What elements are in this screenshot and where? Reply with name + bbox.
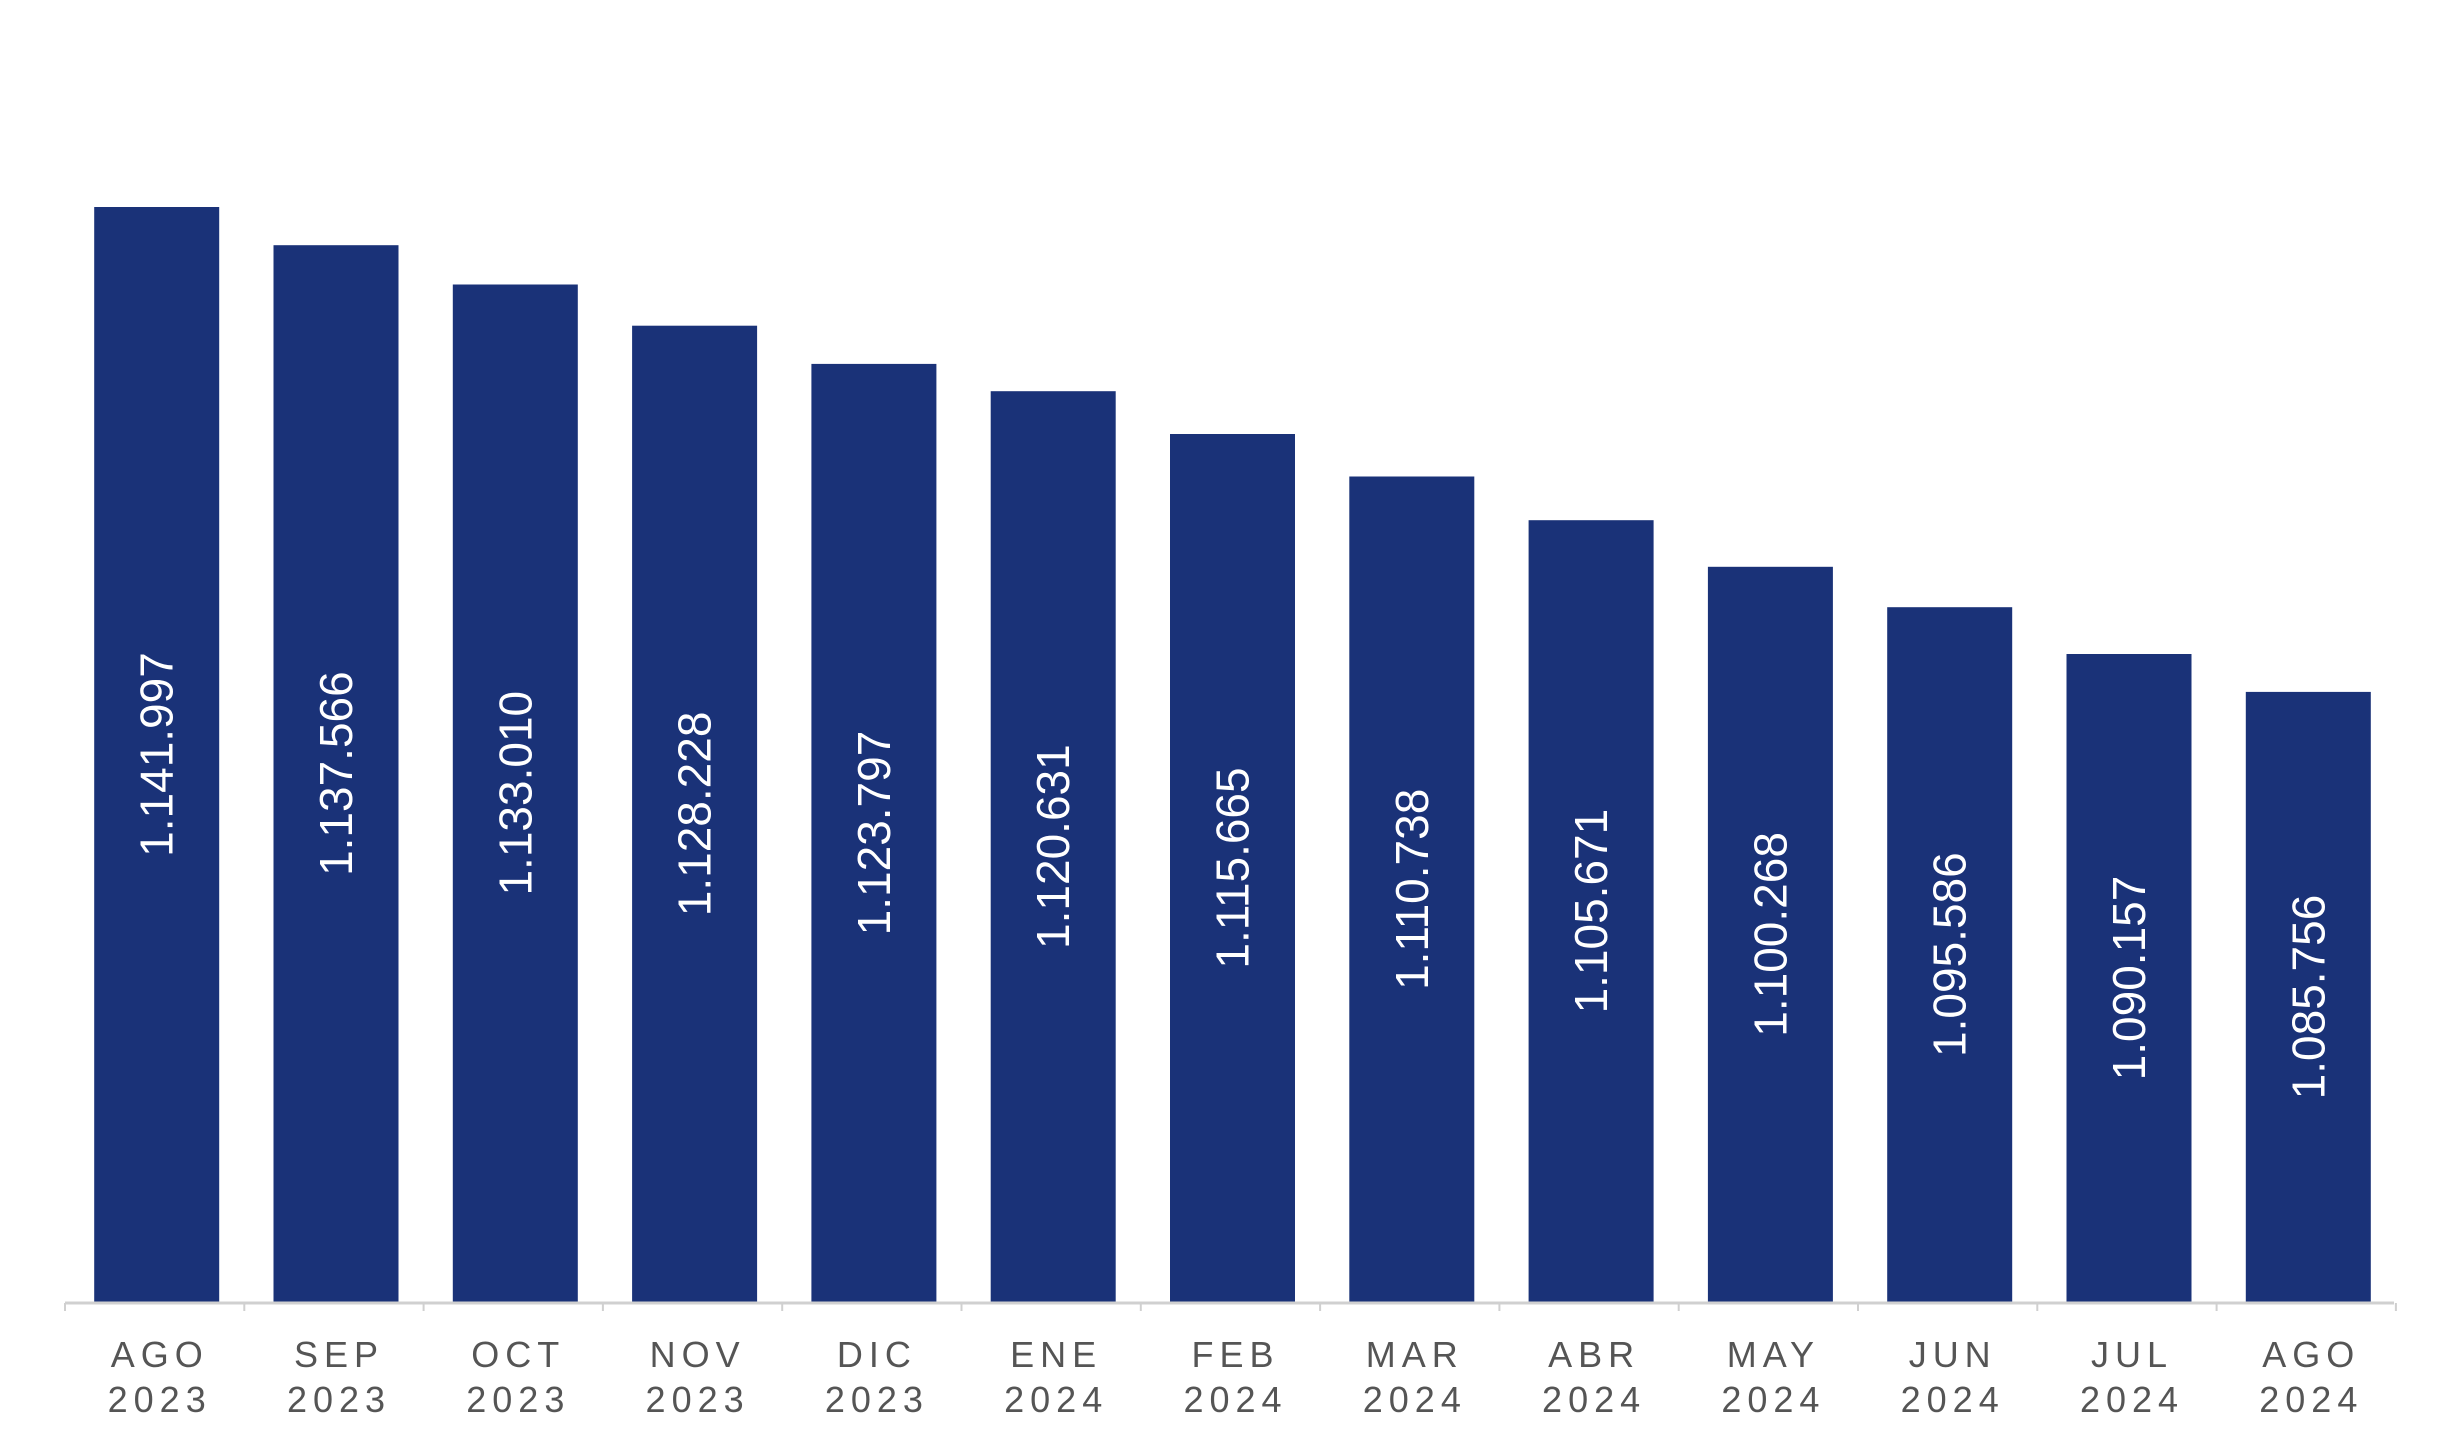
bar-2 (452, 284, 578, 1302)
bar-3 (632, 325, 758, 1302)
x-tick-label-month: OCT (471, 1334, 565, 1375)
x-tick-label-month: AGO (111, 1334, 209, 1375)
x-tick-label-month: ABR (1548, 1334, 1640, 1375)
x-tick-label-month: JUN (1909, 1334, 1997, 1375)
bar-value-label: 1.128.228 (669, 712, 721, 917)
x-tick-label-year: 2024 (1004, 1379, 1108, 1420)
x-tick-label-month: MAY (1727, 1334, 1820, 1375)
x-tick-label-month: FEB (1191, 1334, 1279, 1375)
bar-4 (811, 363, 937, 1302)
x-tick-label-year: 2023 (646, 1379, 750, 1420)
bar-8 (1528, 520, 1654, 1302)
bar-6 (1170, 434, 1295, 1302)
bar-5 (990, 391, 1116, 1302)
x-tick-label-year: 2023 (825, 1379, 929, 1420)
bar-7 (1349, 476, 1475, 1302)
x-tick-label-month: AGO (2262, 1334, 2360, 1375)
x-tick-label-year: 2024 (1183, 1379, 1287, 1420)
x-tick-label-year: 2023 (466, 1379, 570, 1420)
bar-1 (273, 245, 399, 1303)
bar-value-label: 1.115.665 (1207, 767, 1259, 968)
x-tick-label-month: MAR (1366, 1334, 1464, 1375)
x-tick-label-month: SEP (294, 1334, 384, 1375)
bar-value-label: 1.095.586 (1924, 852, 1976, 1057)
x-tick-label-year: 2024 (1542, 1379, 1646, 1420)
bar-value-label: 1.141.997 (131, 652, 183, 857)
x-tick-label-year: 2024 (2080, 1379, 2184, 1420)
bar-10 (1887, 607, 2013, 1302)
x-tick-label-year: 2023 (108, 1379, 212, 1420)
x-tick-label-year: 2024 (1901, 1379, 2005, 1420)
bar-value-label: 1.137.566 (310, 671, 362, 876)
x-axis: AGO2023SEP2023OCT2023NOV2023DIC2023ENE20… (64, 1301, 2397, 1420)
x-tick-label-year: 2024 (1363, 1379, 1467, 1420)
bar-0 (94, 207, 220, 1302)
x-tick-label-month: NOV (650, 1334, 746, 1375)
bar-value-label: 1.110.738 (1386, 789, 1438, 990)
bar-11 (2066, 654, 2192, 1302)
x-tick-label-month: JUL (2091, 1334, 2173, 1375)
x-tick-label-year: 2024 (1721, 1379, 1825, 1420)
bar-value-label: 1.120.631 (1027, 744, 1079, 949)
bar-value-label: 1.123.797 (848, 731, 900, 936)
x-tick-label-year: 2023 (287, 1379, 391, 1420)
bar-value-label: 1.100.268 (1744, 832, 1796, 1037)
bar-12 (2245, 691, 2371, 1302)
bar-value-label: 1.105.671 (1565, 809, 1617, 1014)
bar-value-labels-group: 1.141.997 1.137.566 1.133.010 1.128.228 1.12… (131, 652, 2335, 1099)
bars-group (94, 207, 2371, 1303)
bar-value-label: 1.085.756 (2282, 895, 2334, 1100)
bar-value-label: 1.133.010 (489, 691, 541, 896)
bar-9 (1707, 566, 1833, 1302)
bar-value-label: 1.090.157 (2103, 876, 2155, 1081)
x-tick-label-month: ENE (1010, 1334, 1102, 1375)
x-tick-label-month: DIC (837, 1334, 917, 1375)
x-tick-label-year: 2024 (2259, 1379, 2363, 1420)
